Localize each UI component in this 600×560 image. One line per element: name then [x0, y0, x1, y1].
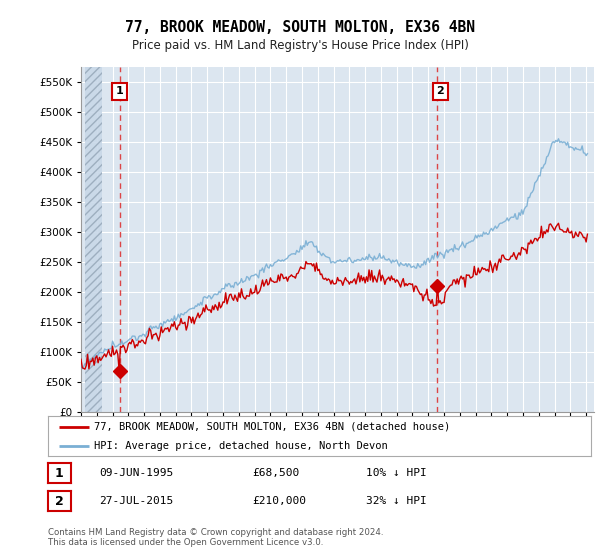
- Text: 1: 1: [116, 86, 124, 96]
- Text: 32% ↓ HPI: 32% ↓ HPI: [366, 496, 427, 506]
- Text: 1: 1: [55, 466, 64, 480]
- Text: 77, BROOK MEADOW, SOUTH MOLTON, EX36 4BN (detached house): 77, BROOK MEADOW, SOUTH MOLTON, EX36 4BN…: [94, 422, 451, 432]
- Text: 27-JUL-2015: 27-JUL-2015: [99, 496, 173, 506]
- Bar: [85, 67, 101, 412]
- Text: £210,000: £210,000: [252, 496, 306, 506]
- Text: HPI: Average price, detached house, North Devon: HPI: Average price, detached house, Nort…: [94, 441, 388, 450]
- Text: 10% ↓ HPI: 10% ↓ HPI: [366, 468, 427, 478]
- Text: Price paid vs. HM Land Registry's House Price Index (HPI): Price paid vs. HM Land Registry's House …: [131, 39, 469, 52]
- Text: £68,500: £68,500: [252, 468, 299, 478]
- Text: 77, BROOK MEADOW, SOUTH MOLTON, EX36 4BN: 77, BROOK MEADOW, SOUTH MOLTON, EX36 4BN: [125, 20, 475, 35]
- Text: Contains HM Land Registry data © Crown copyright and database right 2024.
This d: Contains HM Land Registry data © Crown c…: [48, 528, 383, 547]
- Text: 2: 2: [55, 494, 64, 508]
- Text: 2: 2: [437, 86, 444, 96]
- Text: 09-JUN-1995: 09-JUN-1995: [99, 468, 173, 478]
